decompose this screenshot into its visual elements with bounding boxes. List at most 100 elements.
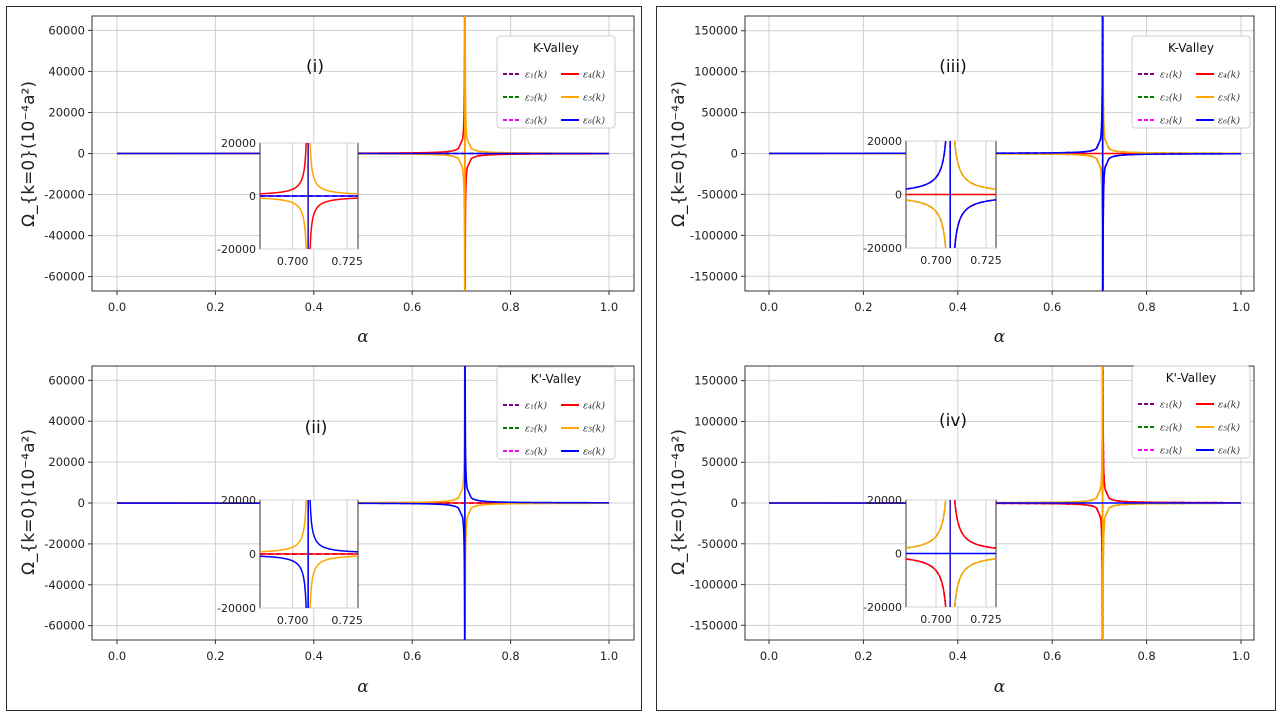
inset-x-tick-label: 0.725 <box>970 613 1002 626</box>
y-axis-label: Ω_{k=0}(10⁻⁴a²) <box>669 81 689 227</box>
x-tick-label: 0.0 <box>760 649 778 663</box>
chart-panel-1: 0.0 0.2 0.4 0.6 0.8 1.0 -60000 -40000 -20000 0 200… <box>19 15 635 347</box>
inset-series-line-5 <box>906 141 996 248</box>
series-line-6 <box>117 366 609 640</box>
y-tick-label: 50000 <box>701 455 738 469</box>
x-tick-label: 0.4 <box>305 649 323 663</box>
legend-box <box>1131 365 1251 459</box>
x-tick-label: 0.8 <box>501 649 519 663</box>
x-tick-label: 0.4 <box>949 649 967 663</box>
x-tick-label: 0.8 <box>1137 649 1155 663</box>
y-tick-label: 40000 <box>48 64 85 78</box>
chart-panel-3: 0.0 0.2 0.4 0.6 0.8 1.0 -150000 -100000 -50000 0 5… <box>669 15 1255 347</box>
x-axis-label: α <box>357 327 369 347</box>
legend-entry-label: ε₄(k) <box>583 401 605 412</box>
x-tick-label: 1.0 <box>1232 300 1250 314</box>
inset-y-tick-label: -20000 <box>217 602 256 615</box>
inset-x-tick-label: 0.725 <box>970 254 1002 267</box>
legend-entry-label: ε₅(k) <box>583 424 605 435</box>
y-tick-label: 60000 <box>48 23 85 37</box>
inset-y-tick-label: -20000 <box>863 601 902 614</box>
inset-plot: 0.700 0.725 -20000 0 20000 <box>217 494 363 627</box>
x-tick-label: 0.2 <box>854 649 872 663</box>
x-tick-label: 0.0 <box>760 300 778 314</box>
inset-y-tick-label: 0 <box>895 548 902 561</box>
x-tick-label: 0.6 <box>403 300 421 314</box>
legend-entry-label: ε₃(k) <box>525 116 547 127</box>
y-tick-label: -40000 <box>44 578 85 592</box>
legend-entry-label: ε₄(k) <box>1218 400 1240 411</box>
y-tick-label: 20000 <box>48 105 85 119</box>
y-tick-label: -100000 <box>690 228 738 242</box>
axes-frame <box>744 15 1255 292</box>
inset-y-tick-label: 20000 <box>221 494 256 507</box>
legend-title: K'-Valley <box>531 372 582 386</box>
panel-label: (ii) <box>305 418 328 438</box>
inset-x-tick-label: 0.700 <box>920 613 952 626</box>
y-tick-label: -60000 <box>44 619 85 633</box>
y-tick-label: -20000 <box>44 188 85 202</box>
legend-title: K-Valley <box>1168 41 1214 55</box>
series-group <box>769 16 1241 291</box>
inset-series-line-4 <box>260 143 358 249</box>
axes-frame <box>91 15 635 292</box>
inset-series-line-5 <box>260 500 358 608</box>
inset-series-group <box>260 143 358 249</box>
legend-box <box>496 35 616 129</box>
legend-entry-label: ε₆(k) <box>583 116 605 127</box>
legend-entry-label: ε₂(k) <box>525 93 547 104</box>
chart-panel-2: 0.0 0.2 0.4 0.6 0.8 1.0 -60000 -40000 -20000 0 200… <box>19 365 635 697</box>
inset-y-tick-label: 0 <box>249 548 256 561</box>
y-tick-label: 50000 <box>701 106 738 120</box>
legend-entry-label: ε₅(k) <box>1218 93 1240 104</box>
x-tick-label: 0.4 <box>305 300 323 314</box>
x-tick-label: 0.6 <box>1043 649 1061 663</box>
y-tick-label: 100000 <box>694 65 738 79</box>
x-tick-label: 0.6 <box>1043 300 1061 314</box>
legend-entry-label: ε₁(k) <box>1160 70 1182 81</box>
x-tick-label: 0.4 <box>949 300 967 314</box>
y-tick-label: -150000 <box>690 269 738 283</box>
y-tick-label: -50000 <box>697 537 738 551</box>
y-tick-label: -20000 <box>44 537 85 551</box>
inset-series-line-5 <box>906 500 996 607</box>
legend-entry-label: ε₅(k) <box>583 93 605 104</box>
axes-frame <box>91 365 635 641</box>
inset-y-tick-label: -20000 <box>863 242 902 255</box>
legend-title: K-Valley <box>533 41 579 55</box>
inset-x-tick-label: 0.700 <box>920 254 952 267</box>
inset-plot: 0.700 0.725 -20000 0 20000 <box>863 494 1002 626</box>
series-group <box>117 366 609 640</box>
inset-plot: 0.700 0.725 -20000 0 20000 <box>217 137 363 268</box>
x-tick-label: 1.0 <box>600 300 618 314</box>
y-tick-label: 20000 <box>48 455 85 469</box>
inset-x-tick-label: 0.725 <box>331 614 363 627</box>
y-tick-label: -60000 <box>44 270 85 284</box>
legend-entry-label: ε₂(k) <box>525 424 547 435</box>
y-axis-label: Ω_{k=0}(10⁻⁴a²) <box>19 81 39 227</box>
y-tick-label: -100000 <box>690 578 738 592</box>
inset-series-line-6 <box>260 500 358 608</box>
inset-x-tick-label: 0.725 <box>331 255 363 268</box>
legend-entry-label: ε₂(k) <box>1160 423 1182 434</box>
inset-y-tick-label: 20000 <box>221 137 256 150</box>
x-tick-label: 0.8 <box>501 300 519 314</box>
axes-frame <box>744 365 1255 641</box>
y-tick-label: 60000 <box>48 373 85 387</box>
legend: K'-Valley ε₁(k) ε₂(k) ε₃(k) ε₄(k) ε₅(k) ε₆(k) <box>496 366 616 460</box>
y-tick-label: 40000 <box>48 414 85 428</box>
inset-plot: 0.700 0.725 -20000 0 20000 <box>863 135 1002 267</box>
legend-box <box>1131 35 1251 129</box>
legend: K-Valley ε₁(k) ε₂(k) ε₃(k) ε₄(k) ε₅(k) ε₆(k) <box>496 35 616 129</box>
y-tick-label: 0 <box>78 147 85 161</box>
x-tick-label: 0.2 <box>854 300 872 314</box>
legend-entry-label: ε₃(k) <box>1160 116 1182 127</box>
legend-entry-label: ε₂(k) <box>1160 93 1182 104</box>
y-tick-label: 0 <box>731 147 738 161</box>
inset-x-tick-label: 0.700 <box>277 614 309 627</box>
legend: K-Valley ε₁(k) ε₂(k) ε₃(k) ε₄(k) ε₅(k) ε₆(k) <box>1131 35 1251 129</box>
series-line-6 <box>769 16 1241 291</box>
y-tick-label: 0 <box>78 496 85 510</box>
legend-entry-label: ε₆(k) <box>1218 446 1240 457</box>
legend-entry-label: ε₄(k) <box>1218 70 1240 81</box>
